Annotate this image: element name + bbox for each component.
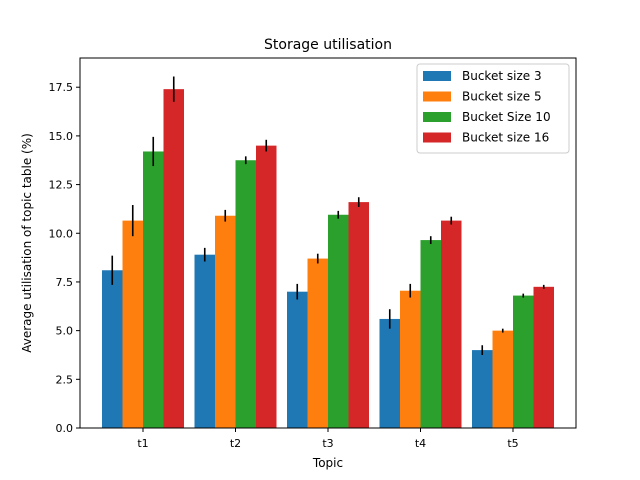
bar-t4-series-1 [379,318,400,428]
bars-layer [102,89,554,428]
legend-label-series-4: Bucket size 16 [462,131,549,145]
bar-t5-series-4 [533,286,554,428]
bar-t5-series-2 [492,330,513,428]
y-tick-label: 12.5 [49,179,74,192]
bar-t3-series-1 [287,291,308,428]
bar-t2-series-4 [256,145,277,428]
bar-t1-series-4 [163,89,184,428]
y-axis-label: Average utilisation of topic table (%) [20,133,34,353]
bar-t1-series-2 [122,220,143,428]
x-tick-label-t2: t2 [230,437,241,450]
chart-title: Storage utilisation [264,37,392,53]
bar-t4-series-4 [441,220,462,428]
legend-label-series-2: Bucket size 5 [462,90,542,104]
legend-swatch-series-3 [423,112,451,122]
bar-t2-series-3 [235,160,256,428]
x-tick-label-t3: t3 [322,437,333,450]
legend-swatch-series-2 [423,91,451,102]
x-tick-label-t1: t1 [137,437,148,450]
bar-t5-series-1 [472,350,493,428]
y-tick-label: 10.0 [49,227,74,240]
plot-frame [79,57,577,429]
error-bars-layer [111,76,545,355]
bar-t4-series-2 [400,290,421,428]
bar-t2-series-1 [194,254,215,428]
y-tick-label: 2.5 [56,373,74,386]
bar-t1-series-1 [102,270,123,428]
bar-t3-series-4 [348,202,369,428]
legend-box [416,63,570,154]
x-tick-label-t5: t5 [507,437,518,450]
x-tick-label-t4: t4 [415,437,426,450]
y-tick-label: 15.0 [49,130,74,143]
legend: Bucket size 3 Bucket size 5 Bucket Size 10… [416,63,570,154]
legend-swatch-series-1 [423,71,451,81]
bar-t2-series-2 [215,215,236,428]
y-tick-label: 7.5 [56,276,74,289]
legend-label-series-3: Bucket Size 10 [462,110,551,124]
bar-t1-series-3 [143,151,164,428]
y-tick-label: 17.5 [49,81,74,94]
bar-t3-series-3 [328,214,349,428]
bar-t4-series-3 [420,240,441,428]
x-axis-label: Topic [312,456,343,470]
x-axis: t1 t2 t3 t4 t5 [137,428,519,450]
legend-label-series-1: Bucket size 3 [462,69,542,83]
bar-t5-series-3 [513,295,534,428]
y-tick-label: 0.0 [56,422,74,435]
y-tick-label: 5.0 [56,325,74,338]
legend-swatch-series-4 [423,132,451,143]
y-axis: 0.0 2.5 5.0 7.5 10.0 12.5 15.0 17.5 [49,81,80,435]
bar-t3-series-2 [307,258,328,428]
